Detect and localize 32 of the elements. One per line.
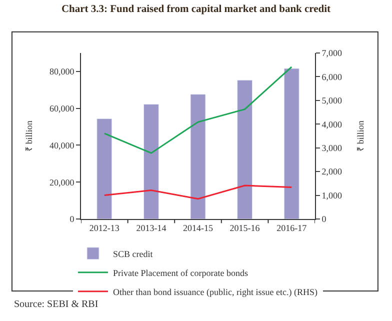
source-note: Source: SEBI & RBI: [14, 299, 98, 310]
x-tick-label: 2012-13: [89, 222, 120, 233]
legend-label: Other than bond issuance (public, right issue etc.) (RHS): [113, 286, 318, 297]
line-series: [104, 66, 292, 154]
bar: [284, 68, 300, 219]
y-tick-label: 60,000: [49, 103, 75, 114]
y-tick-label: 80,000: [49, 66, 75, 77]
x-tick-label: 2015-16: [230, 222, 260, 233]
y-tick-label: 20,000: [49, 177, 75, 188]
x-tick-label: 2014-15: [183, 222, 214, 233]
legend-label: Private Placement of corporate bonds: [113, 268, 248, 278]
y2-tick-label: 2,000: [322, 166, 343, 177]
y2-axis-title: ₹ billion: [355, 120, 366, 152]
y2-tick-label: 0: [322, 214, 327, 224]
bar: [96, 118, 112, 219]
y2-tick-label: 1,000: [322, 190, 343, 200]
y-tick-label: 0: [70, 214, 75, 224]
bar: [237, 80, 253, 219]
legend-label: SCB credit: [113, 248, 154, 259]
y2-tick-label: 5,000: [322, 96, 343, 106]
chart-title: Chart 3.3: Fund raised from capital market and bank credit: [61, 4, 332, 16]
y2-tick-label: 4,000: [322, 119, 343, 130]
y2-tick-label: 7,000: [322, 48, 343, 58]
x-tick-label: 2016-17: [276, 222, 308, 233]
bar: [143, 104, 159, 219]
x-tick-label: 2013-14: [136, 222, 167, 233]
y-axis-title: ₹ billion: [24, 120, 34, 152]
y-tick-label: 40,000: [49, 140, 75, 150]
y2-tick-label: 6,000: [322, 72, 343, 82]
y2-tick-label: 3,000: [322, 143, 343, 154]
bar: [190, 94, 206, 219]
line-series: [104, 184, 292, 200]
